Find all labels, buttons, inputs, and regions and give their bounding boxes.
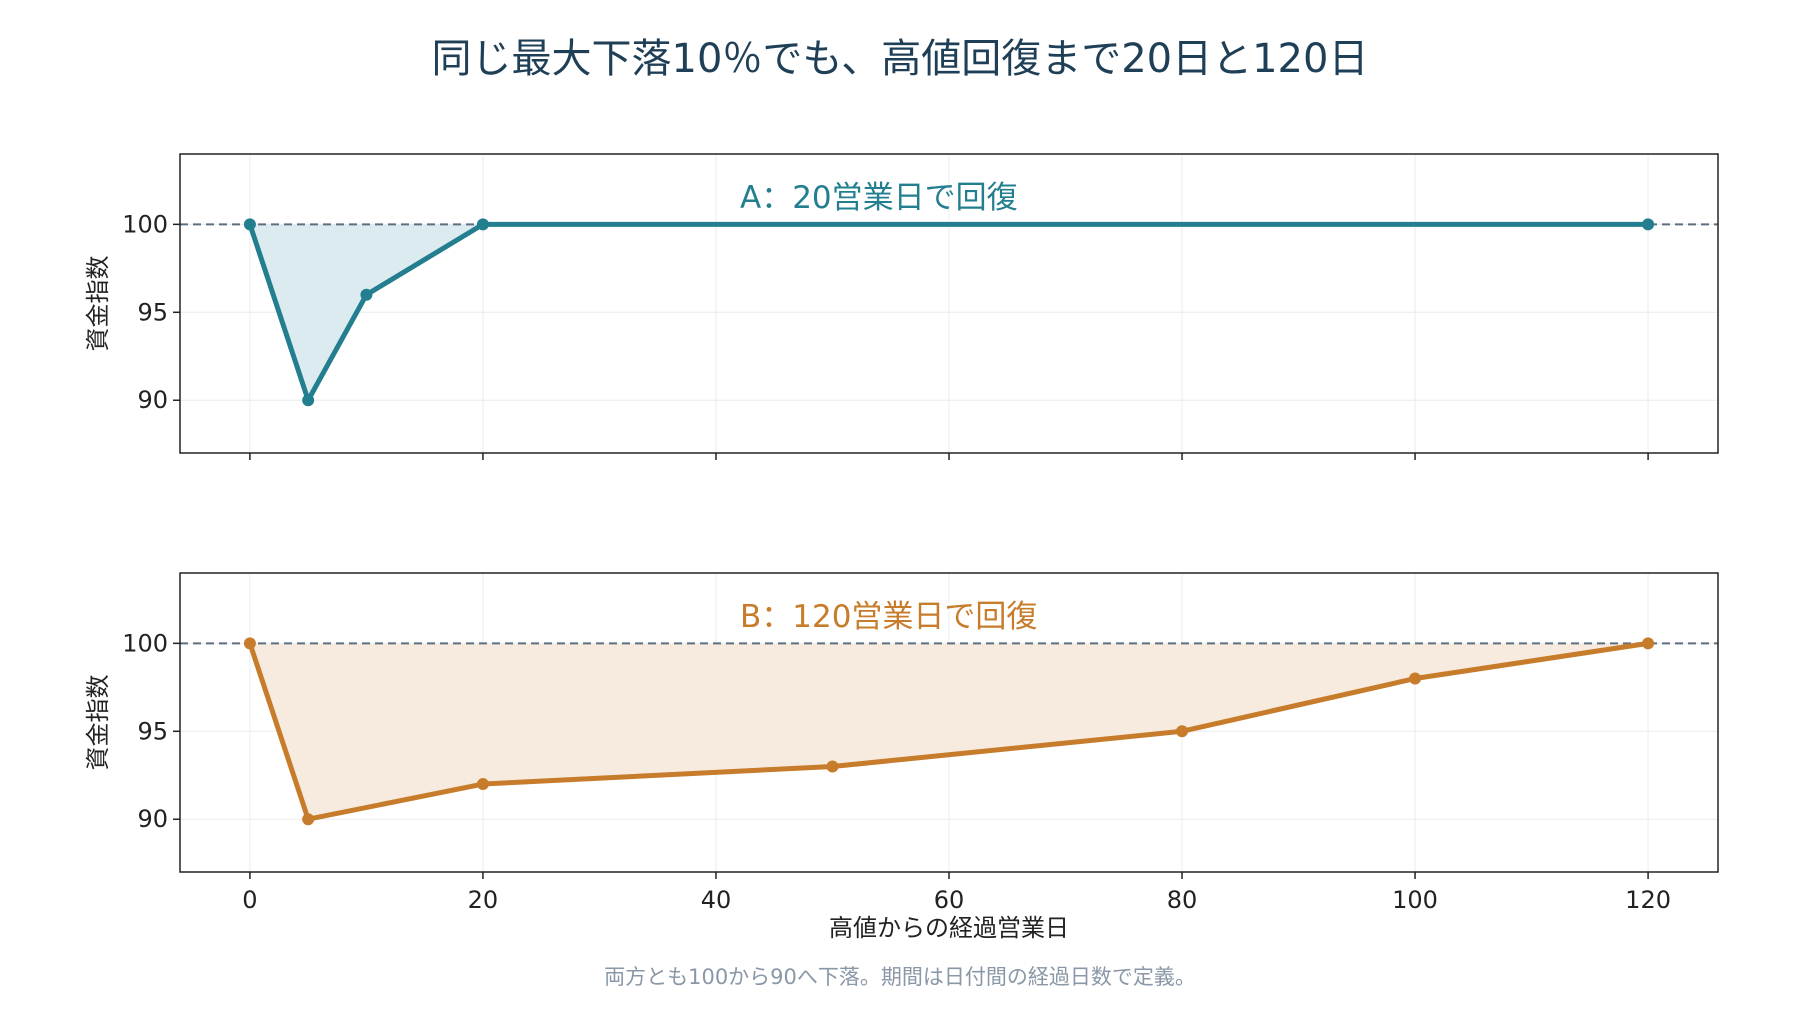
drawdown-area <box>249 224 1649 401</box>
data-point <box>826 760 839 773</box>
data-point <box>476 218 489 231</box>
x-tick-label: 60 <box>934 886 965 914</box>
data-point <box>243 218 256 231</box>
panel-label: B：120営業日で回復 <box>740 599 1037 635</box>
data-point <box>1409 672 1422 685</box>
x-tick-label: 40 <box>701 886 732 914</box>
x-tick-label: 20 <box>468 886 499 914</box>
x-tick-label: 120 <box>1625 886 1671 914</box>
data-point <box>1642 637 1655 650</box>
chart-panels: 90 95 100 資金指数 A：20営業日で回復 90 95 100 0 20 40 60 80 100… <box>84 153 1719 942</box>
data-point <box>1642 218 1655 231</box>
drawdown-area <box>249 643 1649 820</box>
data-point <box>302 394 315 407</box>
y-tick-label: 95 <box>137 717 168 745</box>
x-tick-label: 80 <box>1167 886 1198 914</box>
y-tick-label: 90 <box>137 386 168 414</box>
chart-caption: 両方とも100から90へ下落。期間は日付間の経過日数で定義。 <box>604 965 1196 989</box>
y-tick-label: 100 <box>122 210 168 238</box>
data-point <box>1176 725 1189 738</box>
data-point <box>476 778 489 791</box>
x-tick-label: 0 <box>242 886 257 914</box>
y-tick-label: 100 <box>122 629 168 657</box>
data-point <box>360 288 373 301</box>
y-tick-label: 90 <box>137 805 168 833</box>
y-tick-label: 95 <box>137 298 168 326</box>
y-axis-label: 資金指数 <box>84 256 112 352</box>
panel-a: 90 95 100 資金指数 A：20営業日で回復 <box>84 153 1719 460</box>
data-point <box>243 637 256 650</box>
x-axis-label: 高値からの経過営業日 <box>829 914 1069 942</box>
y-axis-label: 資金指数 <box>84 675 112 771</box>
chart-title: 同じ最大下落10％でも、高値回復まで20日と120日 <box>432 36 1369 82</box>
panel-label: A：20営業日で回復 <box>740 180 1018 216</box>
x-tick-label: 100 <box>1392 886 1438 914</box>
data-point <box>302 813 315 826</box>
